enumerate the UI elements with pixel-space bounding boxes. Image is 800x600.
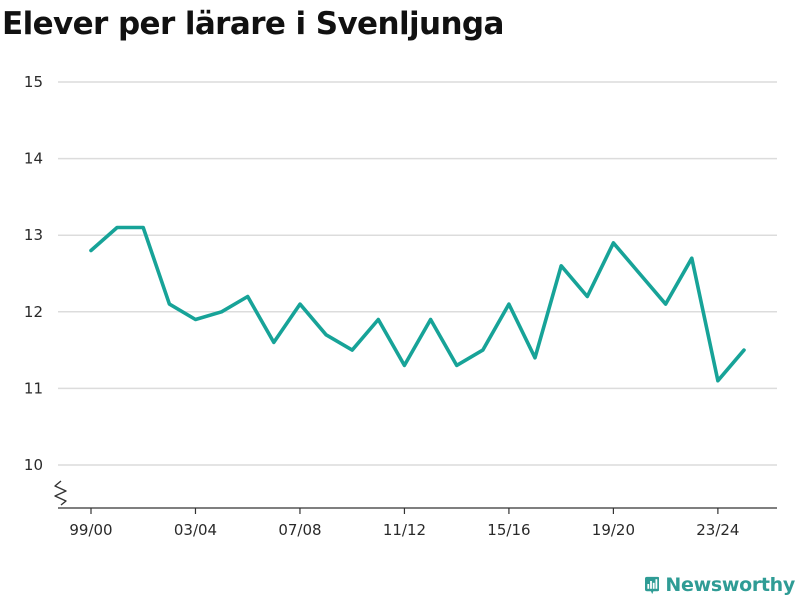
series-line-0 (89, 225, 746, 383)
y-tick-label: 12 (24, 303, 43, 321)
x-tick-label: 15/16 (487, 521, 530, 539)
brand-name: Newsworthy (665, 574, 795, 596)
gridlines (58, 81, 777, 466)
y-tick-label: 11 (24, 379, 43, 397)
y-tick-label: 10 (24, 456, 43, 474)
x-tick-label: 11/12 (383, 521, 426, 539)
chart-title: Elever per lärare i Svenljunga (2, 6, 504, 42)
x-tick-label: 23/24 (696, 521, 739, 539)
x-tick-label: 19/20 (592, 521, 635, 539)
axis-break-icon (54, 480, 67, 506)
y-tick-label: 15 (24, 73, 43, 91)
x-tick-label: 99/00 (69, 521, 112, 539)
y-tick-label: 13 (24, 226, 43, 244)
axes: 10 11 12 13 14 15 99/00 03/04 07/08 11/12 15/16 19/… (24, 73, 777, 539)
x-tick-label: 07/08 (278, 521, 321, 539)
y-tick-label: 14 (24, 150, 43, 168)
series-layer (89, 225, 746, 383)
x-tick-label: 03/04 (174, 521, 217, 539)
newsworthy-logo: Newsworthy (645, 570, 795, 600)
bar-chart-badge-icon (645, 576, 660, 594)
